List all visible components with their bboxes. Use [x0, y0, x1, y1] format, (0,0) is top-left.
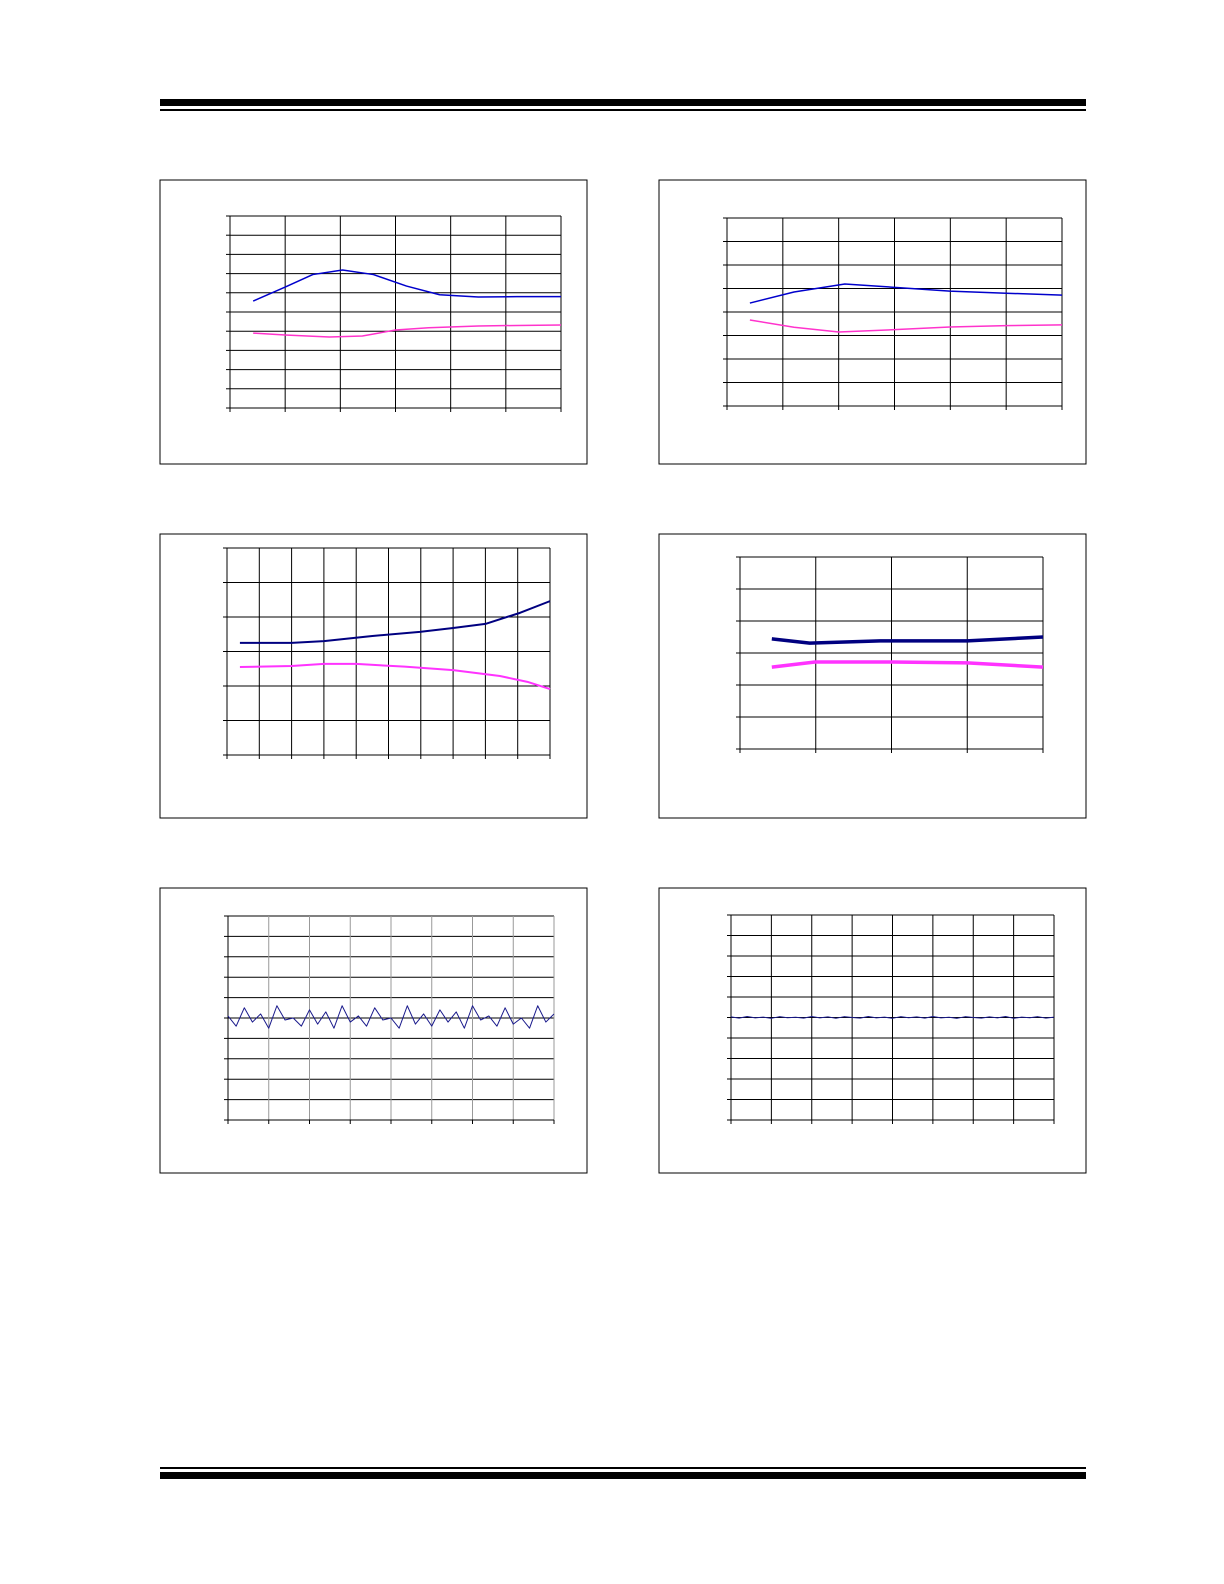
data-line — [253, 324, 562, 338]
chart-frame — [658, 533, 1087, 819]
data-line — [239, 662, 551, 691]
chart-frame — [658, 887, 1087, 1174]
chart-frame — [159, 179, 588, 465]
data-line — [252, 269, 561, 302]
footer-rule-thick — [160, 1472, 1086, 1479]
data-line — [771, 635, 1044, 645]
chart-frame — [159, 533, 588, 819]
data-line — [227, 1005, 555, 1029]
chart-frame — [159, 887, 588, 1174]
chart-frame — [658, 179, 1087, 465]
data-line — [749, 283, 1063, 304]
footer-rule-thin — [160, 1467, 1086, 1469]
data-line — [730, 1015, 1055, 1019]
data-line — [771, 660, 1044, 669]
data-line — [749, 319, 1063, 333]
header-rule-thin — [160, 109, 1086, 111]
header-rule-thick — [160, 99, 1086, 106]
data-line — [239, 600, 551, 644]
